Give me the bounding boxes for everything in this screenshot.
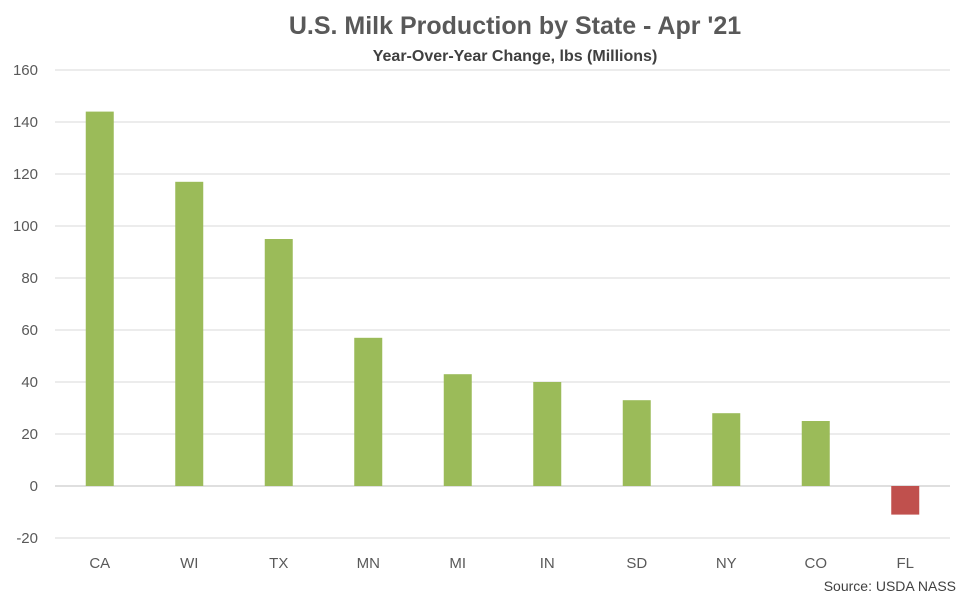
x-tick-label: IN [540,555,555,572]
x-tick-label: FL [896,555,914,572]
y-tick-label: 120 [13,166,38,183]
source-note: Source: USDA NASS [823,578,956,594]
y-tick-label: 40 [21,374,38,391]
bar-mi [443,374,472,486]
y-tick-label: 140 [13,114,38,131]
bar-ca [85,111,114,486]
x-tick-label: WI [180,555,198,572]
x-tick-label: CA [89,555,110,572]
bar-in [533,382,562,486]
bar-sd [622,400,651,486]
x-tick-label: TX [269,555,288,572]
y-tick-label: 20 [21,426,38,443]
bar-tx [264,239,293,486]
x-axis-ticks: CA WI TX MN MI IN SD NY CO FL [89,555,914,572]
bar-co [801,421,830,486]
gridlines [55,69,950,539]
bar-mn [354,337,383,486]
x-tick-label: CO [805,555,828,572]
bars [85,111,920,515]
bar-ny [712,413,741,486]
y-tick-label: 160 [13,62,38,79]
y-tick-label: 60 [21,322,38,339]
y-tick-label: 0 [30,478,38,495]
bar-wi [175,181,204,487]
y-axis-ticks: -20 0 20 40 60 80 100 120 140 160 [13,62,38,547]
y-tick-label: 100 [13,218,38,235]
chart-subtitle: Year-Over-Year Change, lbs (Millions) [372,48,658,65]
x-tick-label: NY [716,555,737,572]
x-tick-label: SD [626,555,647,572]
chart-title: U.S. Milk Production by State - Apr '21 [288,12,742,40]
x-tick-label: MI [449,555,466,572]
y-tick-label: -20 [16,530,38,547]
y-tick-label: 80 [21,270,38,287]
bar-fl [891,486,920,515]
x-tick-label: MN [357,555,380,572]
